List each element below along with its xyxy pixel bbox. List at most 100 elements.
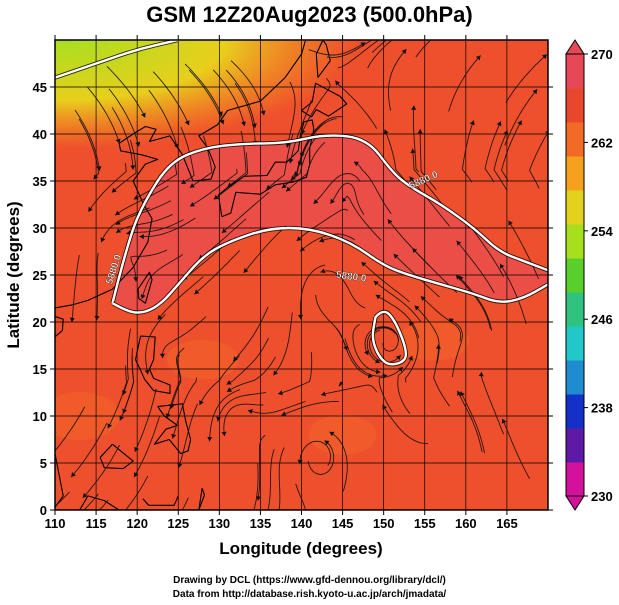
streamline-arrowhead (460, 391, 465, 397)
streamline-arrowhead (93, 174, 99, 180)
streamline-arrowhead (110, 523, 115, 528)
streamline (484, 121, 502, 183)
streamline (371, 40, 388, 53)
streamline-arrowhead (501, 418, 507, 424)
streamline (273, 312, 293, 376)
coastline (300, 82, 348, 118)
colorbar-segment (566, 462, 584, 497)
streamline (329, 431, 348, 492)
streamline-arrowhead (300, 246, 306, 252)
streamline (108, 88, 140, 147)
streamline (212, 69, 245, 127)
colorbar-label: 270 (591, 47, 613, 62)
streamline (493, 130, 508, 191)
streamline (221, 191, 270, 234)
streamline (508, 220, 539, 279)
x-axis-label: Longitude (degrees) (219, 539, 382, 558)
streamline-arrowhead (408, 355, 413, 361)
coastline (338, 381, 344, 387)
colorbar-segment (566, 54, 584, 89)
streamline (278, 447, 285, 510)
streamline (299, 264, 326, 320)
streamline-arrowhead (53, 533, 58, 538)
streamline (412, 148, 443, 204)
streamline-arrowhead (401, 49, 407, 55)
streamline-arrowhead (373, 280, 379, 286)
streamline (295, 483, 306, 510)
streamline (409, 176, 450, 227)
streamline (341, 195, 382, 241)
streamline (448, 318, 463, 378)
colorbar: 270 262 254 246 238 230 (565, 39, 613, 511)
streamline-arrowhead (330, 198, 335, 204)
colorbar-bottom-triangle (565, 495, 585, 511)
streamline-arrowhead (300, 129, 306, 135)
streamline-arrowhead (133, 195, 139, 200)
y-tick-label: 10 (33, 409, 47, 424)
streamline-arrowhead (221, 228, 227, 233)
coastline (153, 403, 192, 455)
streamline (455, 274, 491, 329)
streamline (299, 440, 332, 466)
streamline (448, 55, 481, 112)
streamline-arrowhead (335, 80, 340, 86)
streamline (281, 401, 339, 416)
streamline-arrowhead (313, 199, 319, 204)
streamline (300, 78, 331, 135)
streamline (111, 139, 137, 193)
streamline-arrowhead (319, 237, 325, 243)
streamline (366, 327, 396, 364)
streamline-arrowhead (416, 15, 421, 20)
y-tick-label: 15 (33, 362, 47, 377)
y-tick-label: 0 (40, 503, 47, 518)
streamline-arrowhead (329, 431, 335, 437)
streamline-arrowhead (243, 268, 249, 273)
streamline-arrowhead (115, 220, 121, 225)
streamline (55, 491, 70, 507)
streamline-arrowhead (457, 390, 462, 396)
streamline-arrowhead (409, 321, 414, 327)
streamline (313, 173, 361, 205)
streamline (234, 82, 256, 146)
colorbar-label: 238 (591, 401, 613, 416)
colorbar-segment (566, 428, 584, 463)
streamline (55, 406, 86, 452)
streamline (296, 208, 349, 242)
streamline (232, 306, 269, 362)
streamline (334, 80, 378, 129)
coastline (217, 119, 315, 218)
streamline (161, 316, 207, 359)
streamline (397, 355, 413, 414)
streamline (223, 403, 264, 437)
y-axis-label: Latitude (degrees) (4, 201, 23, 348)
streamline (290, 124, 323, 181)
streamline-arrowhead (189, 183, 195, 188)
streamline (134, 388, 157, 452)
streamline (145, 313, 166, 375)
streamline-arrowhead (116, 228, 122, 233)
streamline-arrowhead (100, 237, 106, 243)
streamline-arrowhead (119, 415, 125, 421)
streamline (148, 89, 179, 149)
streamline-arrowhead (207, 436, 213, 442)
streamline (337, 40, 380, 69)
colorbar-segment (566, 292, 584, 327)
streamline-arrowhead (216, 416, 222, 422)
streamline-arrowhead (227, 387, 232, 392)
streamline-arrowhead (503, 130, 509, 136)
streamline-arrowhead (260, 110, 266, 116)
streamline-arrowhead (290, 175, 296, 180)
streamline-arrowhead (288, 158, 294, 164)
streamline (335, 327, 373, 378)
streamline (352, 324, 381, 373)
streamline (172, 377, 198, 439)
streamline (166, 354, 182, 419)
streamline (88, 163, 127, 213)
x-tick-label: 145 (332, 516, 354, 531)
streamline-arrowhead (364, 350, 369, 356)
streamline-arrowhead (134, 472, 139, 478)
streamline (180, 126, 195, 185)
streamline-arrowhead (375, 358, 380, 364)
streamline-arrowhead (278, 390, 283, 396)
streamline-arrowhead (140, 294, 146, 299)
